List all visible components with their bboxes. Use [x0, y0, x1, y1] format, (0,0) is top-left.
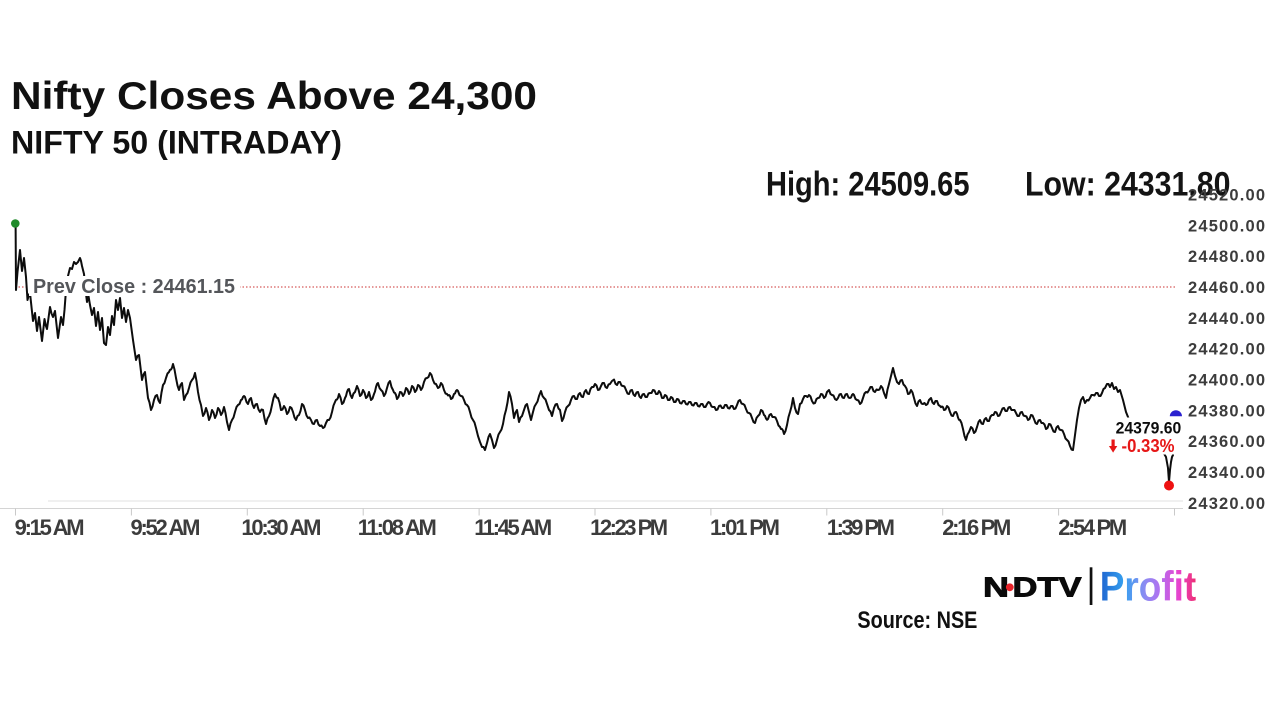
svg-text:24400.00: 24400.00	[1188, 372, 1265, 390]
svg-text:9:52 AM: 9:52 AM	[131, 515, 201, 540]
svg-text:Nifty Closes Above 24,300: Nifty Closes Above 24,300	[11, 75, 537, 118]
svg-text:24480.00: 24480.00	[1188, 248, 1265, 266]
svg-text:11:45 AM: 11:45 AM	[474, 515, 552, 540]
svg-text:N: N	[983, 572, 1009, 603]
svg-text:NIFTY 50 (INTRADAY): NIFTY 50 (INTRADAY)	[11, 124, 342, 161]
svg-text:24420.00: 24420.00	[1188, 341, 1265, 359]
svg-text:9:15 AM: 9:15 AM	[15, 515, 85, 540]
svg-text:DTV: DTV	[1013, 572, 1082, 603]
svg-text:24360.00: 24360.00	[1188, 433, 1265, 451]
svg-text:24379.60: 24379.60	[1116, 418, 1182, 437]
svg-text:2:54 PM: 2:54 PM	[1058, 515, 1127, 540]
svg-text:High: 24509.65: High: 24509.65	[766, 165, 970, 203]
svg-text:24380.00: 24380.00	[1188, 402, 1265, 420]
svg-text:24340.00: 24340.00	[1188, 464, 1265, 482]
svg-text:Prev Close : 24461.15: Prev Close : 24461.15	[33, 276, 235, 298]
svg-text:Profit: Profit	[1100, 562, 1197, 609]
svg-text:12:23 PM: 12:23 PM	[590, 515, 668, 540]
svg-text:24460.00: 24460.00	[1188, 279, 1265, 297]
svg-text:11:08 AM: 11:08 AM	[358, 515, 437, 540]
svg-text:Source: NSE: Source: NSE	[857, 607, 977, 634]
svg-text:24320.00: 24320.00	[1188, 495, 1265, 513]
svg-text:-0.33%: -0.33%	[1122, 436, 1175, 456]
svg-text:1:01 PM: 1:01 PM	[710, 515, 780, 540]
svg-text:10:30 AM: 10:30 AM	[241, 515, 321, 540]
svg-text:24440.00: 24440.00	[1188, 310, 1265, 328]
svg-text:2:16 PM: 2:16 PM	[942, 515, 1011, 540]
svg-text:1:39 PM: 1:39 PM	[827, 515, 895, 540]
svg-text:Low: 24331.80: Low: 24331.80	[1025, 165, 1231, 203]
svg-text:24520.00: 24520.00	[1188, 186, 1265, 204]
svg-text:24500.00: 24500.00	[1188, 217, 1265, 235]
